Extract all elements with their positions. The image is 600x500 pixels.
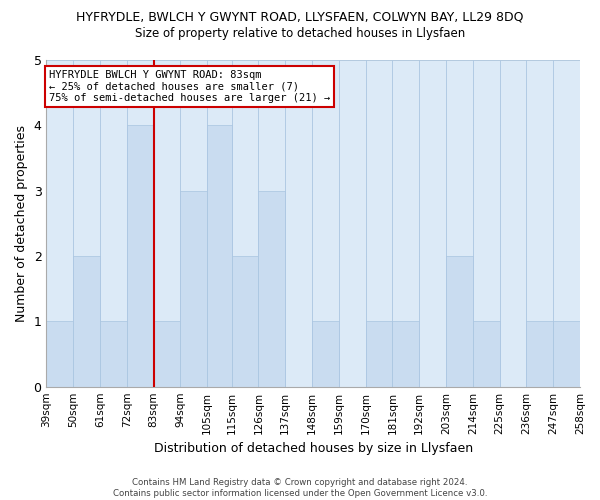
Bar: [127, 126, 154, 386]
Y-axis label: Number of detached properties: Number of detached properties: [15, 125, 28, 322]
Bar: [232, 60, 259, 386]
Bar: [553, 60, 580, 386]
Bar: [526, 60, 553, 386]
Bar: [365, 322, 392, 386]
Bar: [46, 322, 73, 386]
Bar: [100, 322, 127, 386]
Text: HYFRYDLE, BWLCH Y GWYNT ROAD, LLYSFAEN, COLWYN BAY, LL29 8DQ: HYFRYDLE, BWLCH Y GWYNT ROAD, LLYSFAEN, …: [76, 10, 524, 23]
Text: Size of property relative to detached houses in Llysfaen: Size of property relative to detached ho…: [135, 28, 465, 40]
Bar: [553, 322, 580, 386]
Bar: [181, 190, 207, 386]
Bar: [365, 60, 392, 386]
Bar: [473, 60, 500, 386]
Bar: [154, 322, 181, 386]
Bar: [312, 60, 339, 386]
Bar: [419, 60, 446, 386]
Bar: [339, 60, 365, 386]
Bar: [312, 322, 339, 386]
Text: HYFRYDLE BWLCH Y GWYNT ROAD: 83sqm
← 25% of detached houses are smaller (7)
75% : HYFRYDLE BWLCH Y GWYNT ROAD: 83sqm ← 25%…: [49, 70, 330, 103]
Bar: [285, 60, 312, 386]
Bar: [259, 60, 285, 386]
Bar: [46, 60, 73, 386]
Bar: [446, 60, 473, 386]
Bar: [73, 256, 100, 386]
Bar: [526, 322, 553, 386]
Bar: [154, 60, 181, 386]
Bar: [446, 256, 473, 386]
Bar: [100, 60, 127, 386]
Bar: [207, 126, 232, 386]
Bar: [73, 60, 100, 386]
Bar: [232, 256, 259, 386]
Bar: [500, 60, 526, 386]
Bar: [181, 60, 207, 386]
Bar: [207, 60, 232, 386]
X-axis label: Distribution of detached houses by size in Llysfaen: Distribution of detached houses by size …: [154, 442, 473, 455]
Bar: [392, 322, 419, 386]
Text: Contains HM Land Registry data © Crown copyright and database right 2024.
Contai: Contains HM Land Registry data © Crown c…: [113, 478, 487, 498]
Bar: [473, 322, 500, 386]
Bar: [127, 60, 154, 386]
Bar: [259, 190, 285, 386]
Bar: [392, 60, 419, 386]
